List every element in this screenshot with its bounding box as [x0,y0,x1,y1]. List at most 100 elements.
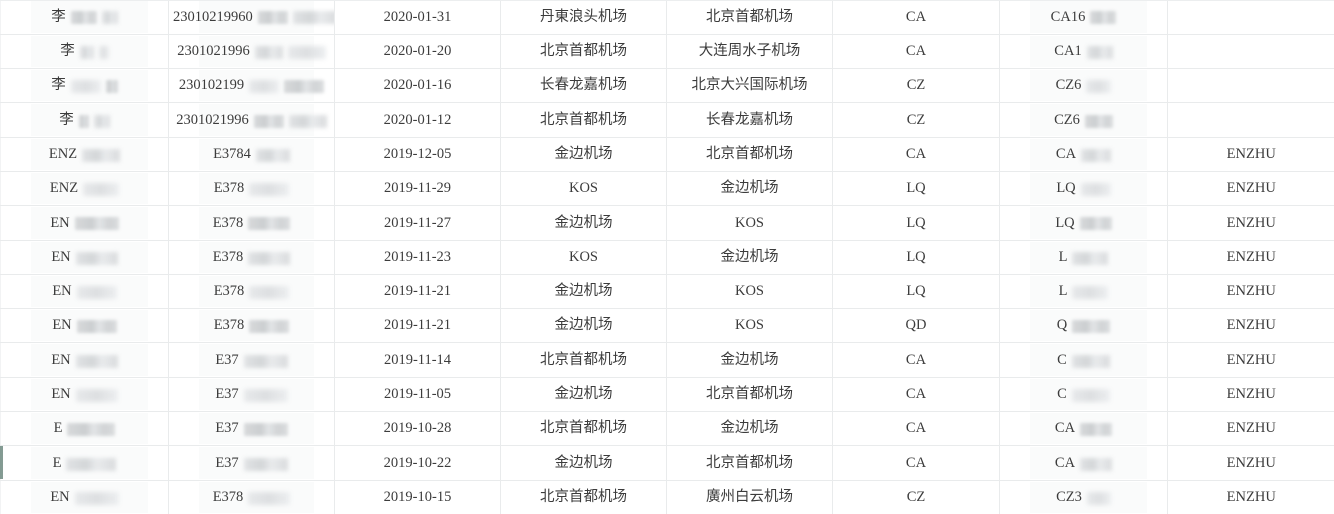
cell-record-owner[interactable] [1167,102,1334,138]
cell-record-owner[interactable]: ENZHU [1167,137,1334,172]
cell-departure-airport[interactable]: 金边机场 [500,308,667,344]
cell-passenger-name[interactable]: EN [0,274,169,310]
cell-flight-date[interactable]: 2020-01-20 [334,34,501,70]
cell-record-owner[interactable]: ENZHU [1167,171,1334,207]
table-row[interactable]: EN E37 2019-11-14 北京首都机场 金边机场 CA C ENZHU [0,342,1334,378]
cell-departure-airport[interactable]: 金边机场 [500,205,667,241]
cell-arrival-airport[interactable]: KOS [666,274,833,310]
cell-departure-airport[interactable]: 北京首都机场 [500,102,667,138]
cell-record-owner[interactable]: ENZHU [1167,445,1334,481]
cell-flight-number[interactable]: CA [999,411,1168,447]
table-row[interactable]: 李 230102199 2020-01-16 长春龙嘉机场 北京大兴国际机场 CZ CZ6 [0,68,1334,104]
cell-flight-number[interactable]: Q [999,308,1168,344]
table-row[interactable]: EN E378 2019-11-27 金边机场 KOS LQ LQ ENZHU [0,205,1334,241]
cell-flight-date[interactable]: 2019-11-21 [334,308,501,344]
cell-record-owner[interactable] [1167,34,1334,70]
cell-arrival-airport[interactable]: KOS [666,205,833,241]
cell-departure-airport[interactable]: 金边机场 [500,274,667,310]
cell-flight-date[interactable]: 2020-01-31 [334,0,501,35]
cell-passenger-name[interactable]: 李 [0,34,169,70]
cell-flight-date[interactable]: 2019-10-22 [334,445,501,481]
cell-flight-number[interactable]: CA1 [999,34,1168,70]
cell-arrival-airport[interactable]: 金边机场 [666,342,833,378]
cell-arrival-airport[interactable]: 北京首都机场 [666,377,833,413]
table-row[interactable]: EN E37 2019-11-05 金边机场 北京首都机场 CA C ENZHU [0,377,1334,413]
cell-record-owner[interactable]: ENZHU [1167,411,1334,447]
cell-passenger-name[interactable]: 李 [0,68,169,104]
cell-id-number[interactable]: 2301021996 [168,34,335,70]
table-row[interactable]: 李 2301021996 2020-01-12 北京首都机场 长春龙嘉机场 CZ CZ6 [0,102,1334,138]
cell-arrival-airport[interactable]: 长春龙嘉机场 [666,102,833,138]
cell-flight-date[interactable]: 2020-01-16 [334,68,501,104]
cell-passenger-name[interactable]: 李 [0,102,169,138]
cell-arrival-airport[interactable]: KOS [666,308,833,344]
cell-id-number[interactable]: 230102199 [168,68,335,104]
cell-id-number[interactable]: E378 [168,308,335,344]
cell-airline-code[interactable]: QD [832,308,1000,344]
cell-flight-date[interactable]: 2019-12-05 [334,137,501,172]
cell-airline-code[interactable]: CZ [832,102,1000,138]
cell-airline-code[interactable]: CA [832,445,1000,481]
table-row[interactable]: EN E378 2019-11-21 金边机场 KOS QD Q ENZHU [0,308,1334,344]
cell-passenger-name[interactable]: EN [0,205,169,241]
cell-record-owner[interactable]: ENZHU [1167,480,1334,514]
cell-id-number[interactable]: E378 [168,240,335,275]
cell-record-owner[interactable] [1167,0,1334,35]
cell-departure-airport[interactable]: 北京首都机场 [500,480,667,514]
cell-airline-code[interactable]: LQ [832,240,1000,275]
table-row[interactable]: EN E378 2019-10-15 北京首都机场 廣州白云机场 CZ CZ3 ENZHU [0,480,1334,514]
cell-passenger-name[interactable]: EN [0,377,169,413]
cell-departure-airport[interactable]: 金边机场 [500,137,667,172]
cell-arrival-airport[interactable]: 大连周水子机场 [666,34,833,70]
cell-arrival-airport[interactable]: 北京首都机场 [666,0,833,35]
cell-arrival-airport[interactable]: 金边机场 [666,411,833,447]
table-row[interactable]: 李 2301021996 2020-01-20 北京首都机场 大连周水子机场 CA CA1 [0,34,1334,70]
cell-flight-date[interactable]: 2019-11-05 [334,377,501,413]
cell-departure-airport[interactable]: 北京首都机场 [500,342,667,378]
cell-flight-number[interactable]: CA [999,445,1168,481]
cell-record-owner[interactable]: ENZHU [1167,205,1334,241]
cell-flight-number[interactable]: LQ [999,205,1168,241]
cell-passenger-name[interactable]: E [0,411,169,447]
cell-departure-airport[interactable]: KOS [500,240,667,275]
cell-departure-airport[interactable]: 长春龙嘉机场 [500,68,667,104]
cell-flight-number[interactable]: LQ [999,171,1168,207]
table-row[interactable]: E E37 2019-10-28 北京首都机场 金边机场 CA CA ENZHU [0,411,1334,447]
cell-flight-date[interactable]: 2019-10-28 [334,411,501,447]
table-row[interactable]: EN E378 2019-11-23 KOS 金边机场 LQ L ENZHU [0,240,1334,275]
cell-id-number[interactable]: E378 [168,480,335,514]
cell-flight-number[interactable]: CA16 [999,0,1168,35]
cell-airline-code[interactable]: CZ [832,68,1000,104]
cell-record-owner[interactable]: ENZHU [1167,274,1334,310]
cell-passenger-name[interactable]: ENZ [0,137,169,172]
cell-record-owner[interactable]: ENZHU [1167,377,1334,413]
cell-airline-code[interactable]: CA [832,342,1000,378]
cell-arrival-airport[interactable]: 北京首都机场 [666,137,833,172]
cell-departure-airport[interactable]: 北京首都机场 [500,34,667,70]
cell-flight-date[interactable]: 2019-11-27 [334,205,501,241]
cell-arrival-airport[interactable]: 北京大兴国际机场 [666,68,833,104]
cell-flight-date[interactable]: 2020-01-12 [334,102,501,138]
cell-airline-code[interactable]: CA [832,34,1000,70]
cell-passenger-name[interactable]: E [0,445,169,481]
cell-departure-airport[interactable]: KOS [500,171,667,207]
cell-id-number[interactable]: E3784 [168,137,335,172]
cell-id-number[interactable]: E37 [168,342,335,378]
cell-airline-code[interactable]: LQ [832,205,1000,241]
cell-departure-airport[interactable]: 金边机场 [500,377,667,413]
cell-flight-date[interactable]: 2019-10-15 [334,480,501,514]
cell-id-number[interactable]: E37 [168,445,335,481]
cell-flight-number[interactable]: L [999,240,1168,275]
table-row[interactable]: E E37 2019-10-22 金边机场 北京首都机场 CA CA ENZHU [0,445,1334,481]
cell-id-number[interactable]: 2301021996 [168,102,335,138]
cell-airline-code[interactable]: LQ [832,274,1000,310]
cell-flight-number[interactable]: CZ6 [999,102,1168,138]
table-row[interactable]: ENZ E3784 2019-12-05 金边机场 北京首都机场 CA CA ENZHU [0,137,1334,172]
cell-arrival-airport[interactable]: 金边机场 [666,171,833,207]
cell-record-owner[interactable]: ENZHU [1167,342,1334,378]
cell-flight-number[interactable]: C [999,377,1168,413]
cell-airline-code[interactable]: CA [832,411,1000,447]
cell-passenger-name[interactable]: EN [0,308,169,344]
cell-record-owner[interactable]: ENZHU [1167,240,1334,275]
cell-departure-airport[interactable]: 丹東浪头机场 [500,0,667,35]
